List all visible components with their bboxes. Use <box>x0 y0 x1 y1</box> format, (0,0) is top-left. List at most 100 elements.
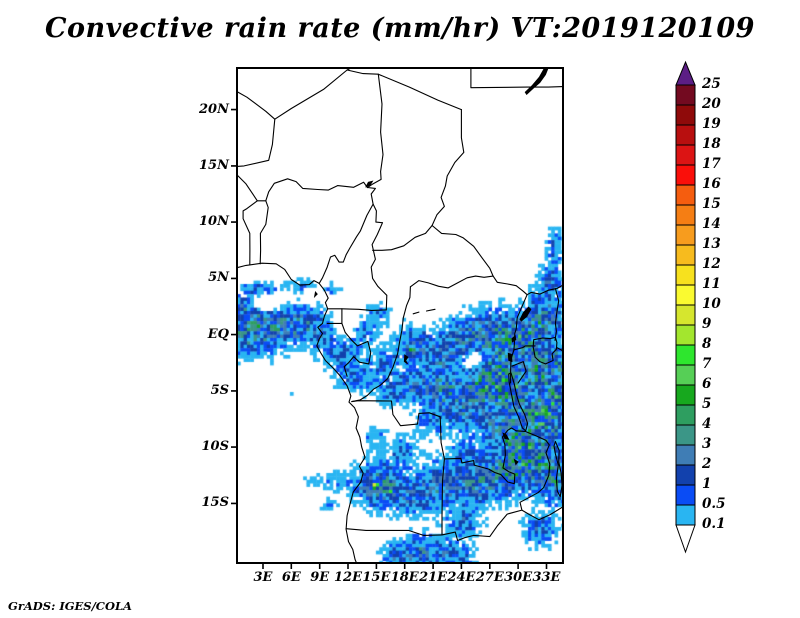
colorbar-boundary-label: 1 <box>702 476 712 492</box>
y-tick-label: EQ <box>207 326 229 342</box>
colorbar-boundary-label: 0.1 <box>702 516 726 532</box>
border-line <box>372 224 433 251</box>
border-line <box>556 347 564 352</box>
colorbar-cell <box>675 464 696 486</box>
colorbar-cell <box>675 104 696 126</box>
colorbar-boundary-label: 25 <box>702 76 721 92</box>
border-line <box>441 458 475 542</box>
border-line <box>470 67 564 89</box>
lake-fill <box>502 432 510 440</box>
x-tick-label: 12E <box>334 570 363 585</box>
colorbar-boundary-label: 19 <box>702 116 721 132</box>
colorbar-cell <box>675 184 696 206</box>
y-tick-label: 15N <box>199 157 229 173</box>
lake-fill <box>313 291 318 299</box>
y-tick-label: 10N <box>199 214 229 230</box>
colorbar-boundary-label: 20 <box>702 96 721 112</box>
colorbar-under-arrow <box>675 524 696 554</box>
border-line <box>318 203 374 284</box>
colorbar-boundary-label: 12 <box>702 256 721 272</box>
border-line <box>351 286 411 403</box>
y-tick-label: 5S <box>210 382 229 398</box>
colorbar-boundary-label: 17 <box>702 156 721 172</box>
colorbar-cell <box>675 204 696 226</box>
x-tick-label: 30E <box>504 570 533 585</box>
x-tick-label: 33E <box>532 570 561 585</box>
colorbar-boundary-label: 5 <box>702 396 712 412</box>
border-line <box>345 528 443 536</box>
border-line <box>351 400 517 485</box>
colorbar-boundary-label: 8 <box>702 336 712 352</box>
border-line <box>511 361 527 384</box>
colorbar-boundary-label: 15 <box>702 196 721 212</box>
border-line <box>327 308 387 311</box>
colorbar-cell <box>675 244 696 266</box>
y-tick-label: 20N <box>199 101 229 117</box>
colorbar-over-arrow <box>675 60 696 86</box>
colorbar-cell <box>675 404 696 426</box>
colorbar-boundary-label: 3 <box>702 436 712 452</box>
rain-rate-raster <box>237 68 563 563</box>
colorbar-cell <box>675 384 696 406</box>
x-tick-label: 18E <box>390 570 419 585</box>
x-tick-label: 6E <box>281 570 301 585</box>
country-borders <box>236 67 564 564</box>
lake-fill <box>507 352 513 363</box>
y-tick-label: 5N <box>208 270 229 286</box>
chart-title: Convective rain rate (mm/hr) VT:20191201… <box>45 13 755 44</box>
map-frame <box>236 67 564 564</box>
colorbar-boundary-label: 6 <box>702 376 712 392</box>
border-line <box>431 109 465 227</box>
colorbar-cell <box>675 364 696 386</box>
border-line <box>236 91 276 167</box>
border-line <box>513 345 536 351</box>
colorbar-cell <box>675 144 696 166</box>
border-line <box>366 73 384 189</box>
lake-outline <box>532 336 558 365</box>
border-line <box>259 200 269 265</box>
colorbar-cell <box>675 444 696 466</box>
lake-fill <box>513 458 519 466</box>
colorbar-boundary-label: 9 <box>702 316 712 332</box>
border-line <box>346 69 462 111</box>
border-line <box>236 262 366 564</box>
lake-fill <box>511 335 517 343</box>
border-line <box>412 311 420 315</box>
border-line <box>236 174 258 266</box>
lake-outline <box>553 440 563 498</box>
border-line <box>554 287 560 341</box>
colorbar-boundary-label: 2 <box>702 456 712 472</box>
lake-fill <box>519 306 532 322</box>
x-tick-label: 24E <box>447 570 476 585</box>
border-line <box>366 186 388 311</box>
colorbar-boundary-label: 7 <box>702 356 712 372</box>
colorbar-cell <box>675 224 696 246</box>
x-tick-label: 21E <box>419 570 448 585</box>
colorbar-cell <box>675 164 696 186</box>
border-line <box>341 322 372 377</box>
border-line <box>256 178 368 202</box>
colorbar-boundary-label: 16 <box>702 176 721 192</box>
y-tick-label: 10S <box>201 439 229 455</box>
lake-fill <box>403 354 409 365</box>
colorbar-boundary-label: 4 <box>702 416 712 432</box>
colorbar-cell <box>675 264 696 286</box>
grads-attribution: GrADS: IGES/COLA <box>8 599 132 613</box>
border-line <box>409 275 494 289</box>
x-tick-label: 15E <box>362 570 391 585</box>
colorbar-cell <box>675 484 696 506</box>
lake-fill <box>365 180 374 188</box>
border-line <box>473 506 564 538</box>
border-line <box>425 308 436 312</box>
x-tick-label: 3E <box>253 570 273 585</box>
colorbar-cell <box>675 324 696 346</box>
colorbar-boundary-label: 10 <box>702 296 721 312</box>
border-line <box>274 67 352 120</box>
colorbar-cell <box>675 424 696 446</box>
colorbar-boundary-label: 14 <box>702 216 721 232</box>
x-tick-label: 27E <box>475 570 504 585</box>
colorbar-boundary-label: 13 <box>702 236 721 252</box>
